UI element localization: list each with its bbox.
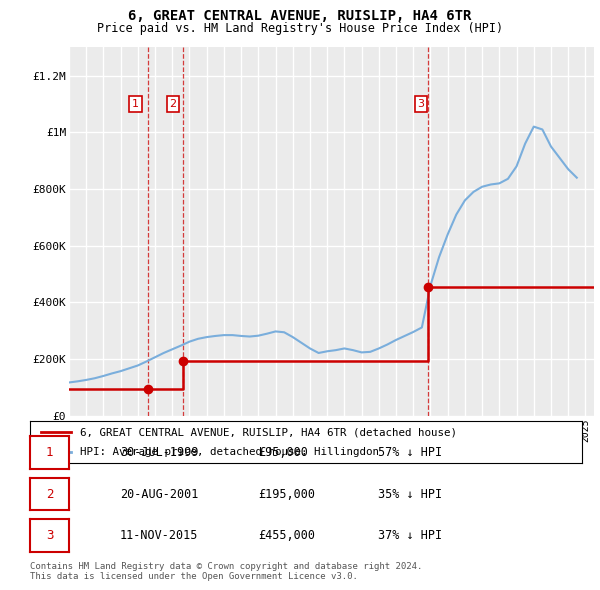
Text: 1: 1 [46,446,53,459]
Text: Contains HM Land Registry data © Crown copyright and database right 2024.
This d: Contains HM Land Registry data © Crown c… [30,562,422,581]
Text: £195,000: £195,000 [258,487,315,500]
Text: HPI: Average price, detached house, Hillingdon: HPI: Average price, detached house, Hill… [80,447,379,457]
Text: 3: 3 [46,529,53,542]
Text: 2: 2 [46,487,53,500]
Text: £95,000: £95,000 [258,446,308,459]
Text: 35% ↓ HPI: 35% ↓ HPI [378,487,442,500]
Text: 6, GREAT CENTRAL AVENUE, RUISLIP, HA4 6TR: 6, GREAT CENTRAL AVENUE, RUISLIP, HA4 6T… [128,9,472,23]
Text: 11-NOV-2015: 11-NOV-2015 [120,529,199,542]
Text: 6, GREAT CENTRAL AVENUE, RUISLIP, HA4 6TR (detached house): 6, GREAT CENTRAL AVENUE, RUISLIP, HA4 6T… [80,427,457,437]
Text: 3: 3 [418,99,425,109]
Text: 37% ↓ HPI: 37% ↓ HPI [378,529,442,542]
Text: 1: 1 [132,99,139,109]
Text: £455,000: £455,000 [258,529,315,542]
Text: 57% ↓ HPI: 57% ↓ HPI [378,446,442,459]
Text: 2: 2 [170,99,177,109]
Text: 20-AUG-2001: 20-AUG-2001 [120,487,199,500]
Text: 30-JUL-1999: 30-JUL-1999 [120,446,199,459]
Text: Price paid vs. HM Land Registry's House Price Index (HPI): Price paid vs. HM Land Registry's House … [97,22,503,35]
